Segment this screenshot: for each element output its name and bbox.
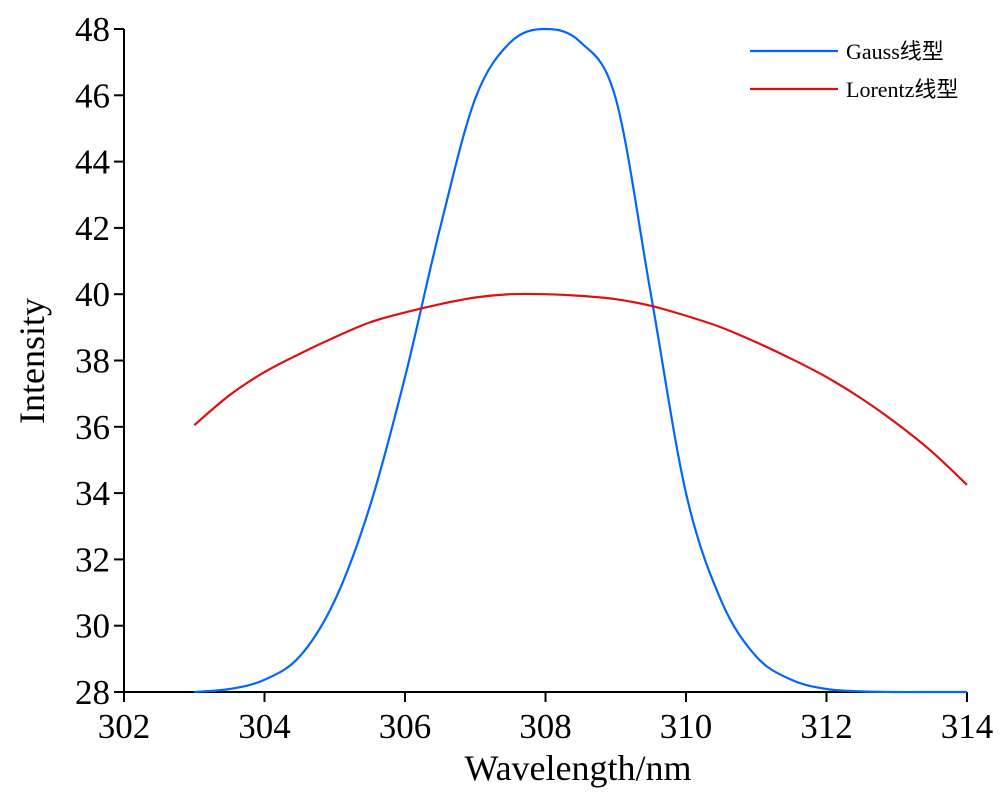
y-tick-label: 28 — [75, 673, 110, 712]
y-tick-label: 40 — [75, 275, 110, 314]
legend-label: Lorentz线型 — [846, 77, 958, 102]
y-tick-label: 30 — [75, 607, 110, 646]
x-tick-label: 308 — [519, 707, 572, 746]
x-tick-label: 314 — [941, 707, 994, 746]
legend: Gauss线型 Lorentz线型 — [750, 39, 958, 102]
x-tick-label: 302 — [98, 707, 151, 746]
y-tick-label: 34 — [75, 474, 110, 513]
y-tick-label: 38 — [75, 342, 110, 381]
y-tick-label: 32 — [75, 540, 110, 579]
x-tick-label: 306 — [379, 707, 432, 746]
x-axis-title: Wavelength/nm — [464, 748, 691, 788]
y-tick-label: 46 — [75, 76, 110, 115]
axes: 28 30 32 34 36 38 40 42 44 46 48 302 304 306 308 310 312… — [75, 10, 993, 746]
y-tick-label: 44 — [75, 143, 110, 182]
series-layer — [193, 27, 968, 694]
legend-label: Gauss线型 — [846, 39, 944, 64]
x-tick-label: 304 — [238, 707, 291, 746]
y-axis-title: Intensity — [12, 298, 52, 424]
series-line-gauss — [194, 27, 967, 694]
y-tick-label: 48 — [75, 10, 110, 49]
y-tick-label: 42 — [75, 209, 110, 248]
series-line-lorentz — [193, 292, 968, 486]
x-tick-label: 310 — [660, 707, 713, 746]
x-tick-label: 312 — [800, 707, 853, 746]
y-tick-label: 36 — [75, 408, 110, 447]
